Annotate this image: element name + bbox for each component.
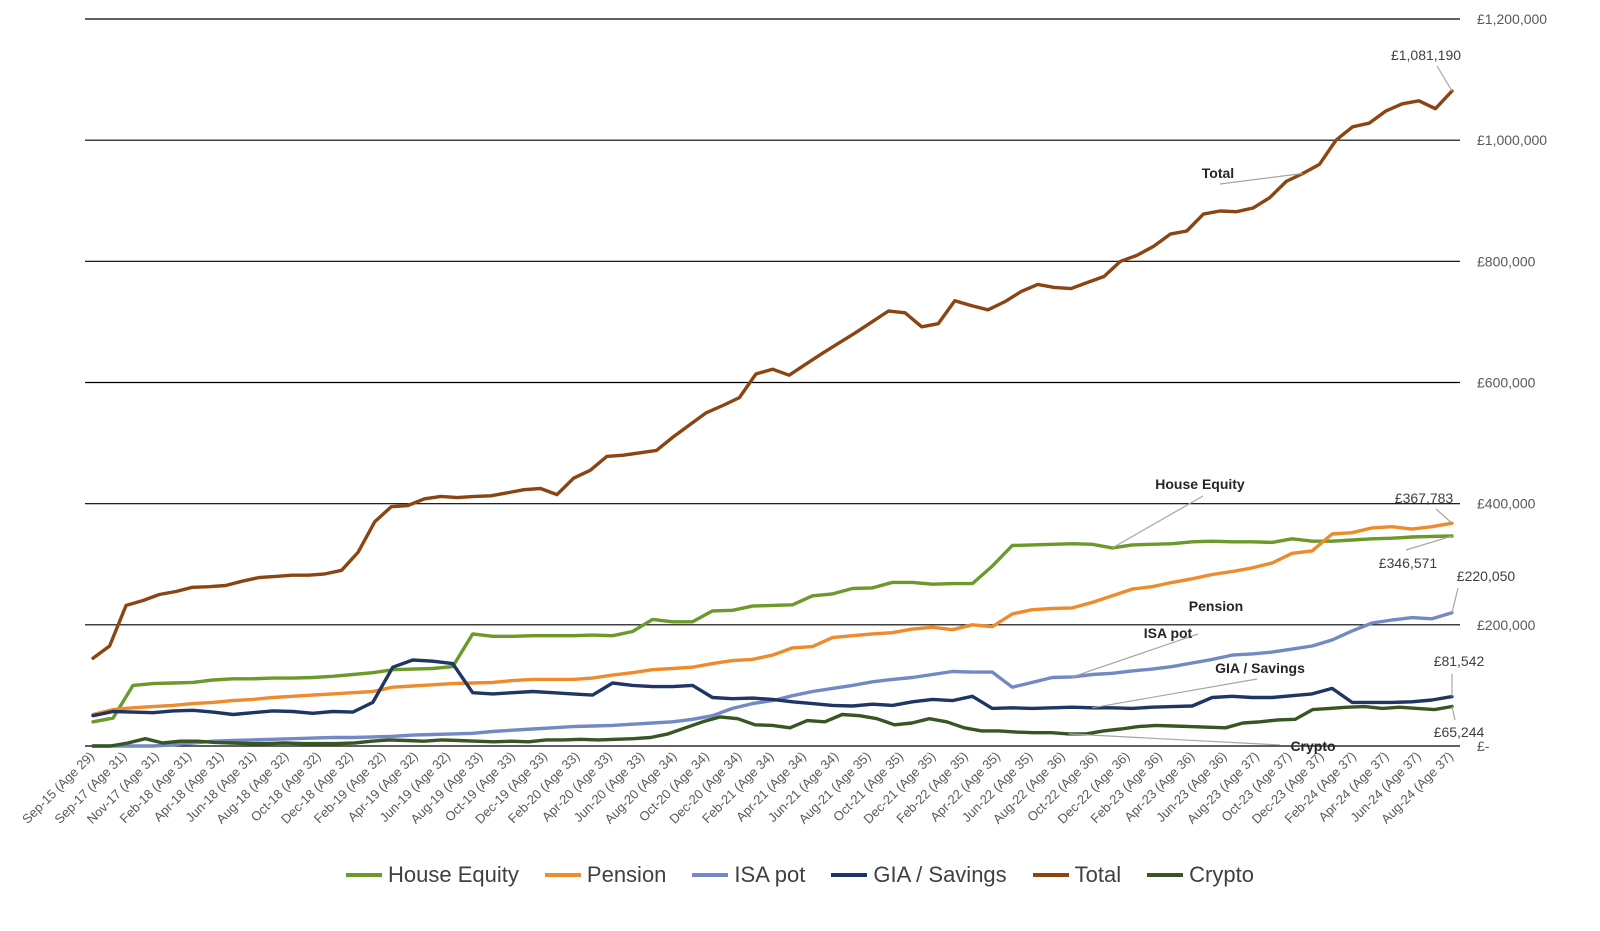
end-value-label: £220,050	[1457, 568, 1516, 584]
leader-line	[1112, 495, 1204, 549]
leader-line	[1072, 633, 1199, 678]
y-tick-label: £-	[1477, 738, 1490, 754]
legend-item: GIA / Savings	[831, 862, 1007, 888]
value-leader-line	[1451, 587, 1459, 613]
series-line-total	[91, 89, 1454, 660]
series-line-house-equity	[91, 534, 1454, 724]
series-label: House Equity	[1155, 476, 1245, 492]
legend-label: ISA pot	[734, 862, 806, 887]
gridlines	[85, 18, 1460, 747]
leader-line	[1092, 678, 1258, 709]
series-label: Crypto	[1290, 738, 1335, 754]
legend-item: House Equity	[346, 862, 519, 888]
value-leader-line	[1405, 535, 1453, 551]
value-leader-line	[1451, 706, 1456, 721]
legend-label: Total	[1074, 862, 1122, 887]
end-value-label: £1,081,190	[1391, 47, 1461, 63]
value-leader-line	[1435, 508, 1453, 524]
series-label: Total	[1202, 165, 1234, 181]
legend-label: House Equity	[388, 862, 519, 887]
legend-swatch	[544, 873, 581, 877]
series-line-crypto	[91, 704, 1454, 748]
legend-item: ISA pot	[692, 862, 805, 888]
end-value-label: £65,244	[1434, 724, 1485, 740]
x-axis-tick-labels: Sep-15 (Age 29)Sep-17 (Age 31)Nov-17 (Ag…	[19, 749, 1456, 827]
legend-swatch	[1032, 873, 1069, 877]
legend-swatch	[831, 873, 868, 877]
series-label: ISA pot	[1144, 625, 1193, 641]
leader-line	[1219, 172, 1303, 185]
legend-item: Total	[1032, 862, 1122, 888]
end-value-label: £81,542	[1434, 653, 1485, 669]
legend-label: Crypto	[1189, 862, 1254, 887]
legend-swatch	[1147, 873, 1184, 877]
end-value-label: £367,783	[1395, 490, 1454, 506]
series-label: Pension	[1189, 598, 1243, 614]
y-tick-label: £1,200,000	[1477, 11, 1547, 27]
series-line-pension	[91, 521, 1454, 717]
line-chart: £- £200,000 £400,000 £600,000 £800,000 £1,000…	[19, 11, 1547, 827]
series-line-gia-savings	[91, 658, 1454, 718]
y-tick-label: £200,000	[1477, 617, 1536, 633]
legend-item: Pension	[544, 862, 667, 888]
y-tick-label: £1,000,000	[1477, 132, 1547, 148]
leader-line	[1068, 733, 1281, 746]
legend: House Equity Pension ISA pot GIA / Savings T…	[0, 862, 1600, 888]
y-axis-tick-labels: £- £200,000 £400,000 £600,000 £800,000 £1,000…	[1477, 11, 1547, 754]
legend-label: GIA / Savings	[873, 862, 1007, 887]
legend-swatch	[346, 873, 383, 877]
series-label: GIA / Savings	[1215, 660, 1305, 676]
annotations: Total House Equity Pension ISA pot GIA / Sav…	[1068, 47, 1516, 754]
y-tick-label: £600,000	[1477, 375, 1536, 391]
legend-swatch	[692, 873, 729, 877]
series-lines	[91, 89, 1454, 748]
y-tick-label: £800,000	[1477, 253, 1536, 269]
y-tick-label: £400,000	[1477, 496, 1536, 512]
legend-item: Crypto	[1147, 862, 1254, 888]
value-leader-line	[1436, 65, 1453, 92]
legend-label: Pension	[586, 862, 667, 887]
end-value-label: £346,571	[1379, 555, 1438, 571]
